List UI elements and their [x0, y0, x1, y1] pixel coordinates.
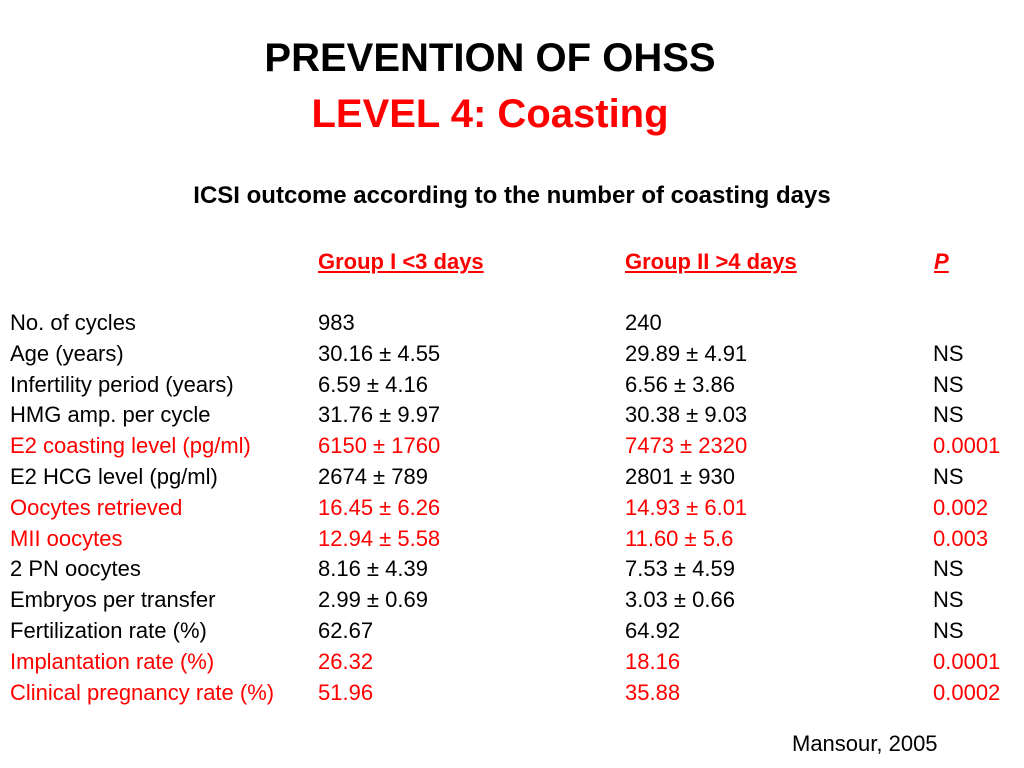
row-label: No. of cycles — [10, 310, 136, 335]
table-row: Implantation rate (%) 26.32 18.16 0.0001 — [0, 647, 1024, 678]
slide-subtitle-level: LEVEL 4: Coasting — [311, 92, 669, 136]
table-row: Infertility period (years) 6.59 ± 4.16 6.5… — [0, 370, 1024, 401]
p-value: NS — [933, 556, 964, 582]
row-label: MII oocytes — [10, 525, 123, 551]
p-value: NS — [933, 402, 964, 428]
group-2-value: 11.60 ± 5.6 — [625, 525, 734, 551]
table-row: MII oocytes 12.94 ± 5.58 11.60 ± 5.6 0.003 — [0, 524, 1024, 555]
outcome-table: No. of cycles 983 240 Age (years) 30.16 ± 4.… — [0, 308, 1024, 708]
row-label: Implantation rate (%) — [10, 648, 215, 674]
table-caption: ICSI outcome according to the number of … — [193, 182, 831, 209]
p-value: 0.0001 — [933, 648, 1001, 674]
group-2-value: 14.93 ± 6.01 — [625, 494, 748, 520]
group-2-value: 35.88 — [625, 679, 681, 705]
group-1-value: 12.94 ± 5.58 — [318, 525, 441, 551]
table-row: HMG amp. per cycle 31.76 ± 9.97 30.38 ± 9.… — [0, 400, 1024, 431]
row-label: 2 PN oocytes — [10, 556, 141, 582]
p-value: 0.0001 — [933, 433, 1001, 459]
group-2-value: 240 — [625, 310, 662, 335]
group-1-value: 983 — [318, 310, 355, 335]
group-1-value: 16.45 ± 6.26 — [318, 494, 441, 520]
group-2-value: 18.16 — [625, 648, 681, 674]
group-1-value: 2.99 ± 0.69 — [318, 587, 428, 613]
row-label: E2 HCG level (pg/ml) — [10, 463, 218, 489]
p-value: NS — [933, 617, 964, 643]
group-2-value: 7.53 ± 4.59 — [625, 556, 735, 582]
row-label: Infertility period (years) — [10, 371, 234, 397]
table-row: Age (years) 30.16 ± 4.55 29.89 ± 4.91 NS — [0, 339, 1024, 370]
table-row: Fertilization rate (%) 62.67 64.92 NS — [0, 616, 1024, 647]
group-1-value: 51.96 — [318, 679, 374, 705]
header-group-1: Group I <3 days — [318, 249, 484, 274]
group-1-value: 2674 ± 789 — [318, 463, 428, 489]
table-row: No. of cycles 983 240 — [0, 308, 1024, 339]
table-row: E2 HCG level (pg/ml) 2674 ± 789 2801 ± 930… — [0, 462, 1024, 493]
group-1-value: 30.16 ± 4.55 — [318, 340, 441, 366]
table-row: E2 coasting level (pg/ml) 6150 ± 1760 7473… — [0, 431, 1024, 462]
group-2-value: 64.92 — [625, 617, 681, 643]
group-1-value: 6.59 ± 4.16 — [318, 371, 428, 397]
slide-title: PREVENTION OF OHSS — [264, 36, 716, 80]
group-2-value: 30.38 ± 9.03 — [625, 402, 748, 428]
p-value: NS — [933, 371, 964, 397]
row-label: Fertilization rate (%) — [10, 617, 207, 643]
row-label: Clinical pregnancy rate (%) — [10, 679, 275, 705]
p-value: NS — [933, 587, 964, 613]
group-2-value: 3.03 ± 0.66 — [625, 587, 735, 613]
p-value: 0.002 — [933, 494, 989, 520]
group-2-value: 2801 ± 930 — [625, 463, 735, 489]
group-1-value: 26.32 — [318, 648, 374, 674]
row-label: E2 coasting level (pg/ml) — [10, 433, 251, 459]
row-label: Age (years) — [10, 340, 124, 366]
group-2-value: 7473 ± 2320 — [625, 433, 748, 459]
group-1-value: 8.16 ± 4.39 — [318, 556, 428, 582]
group-2-value: 29.89 ± 4.91 — [625, 340, 748, 366]
table-row: 2 PN oocytes 8.16 ± 4.39 7.53 ± 4.59 NS — [0, 554, 1024, 585]
p-value: 0.0002 — [933, 679, 1001, 705]
row-label: Oocytes retrieved — [10, 494, 183, 520]
p-value: NS — [933, 463, 964, 489]
row-label: HMG amp. per cycle — [10, 402, 211, 428]
table-row: Clinical pregnancy rate (%) 51.96 35.88 0.0… — [0, 678, 1024, 709]
citation: Mansour, 2005 — [792, 731, 938, 756]
group-1-value: 62.67 — [318, 617, 374, 643]
p-value: NS — [933, 340, 964, 366]
p-value: 0.003 — [933, 525, 989, 551]
header-p-value: P — [934, 249, 949, 274]
group-2-value: 6.56 ± 3.86 — [625, 371, 735, 397]
row-label: Embryos per transfer — [10, 587, 216, 613]
group-1-value: 31.76 ± 9.97 — [318, 402, 441, 428]
table-row: Oocytes retrieved 16.45 ± 6.26 14.93 ± 6.0… — [0, 493, 1024, 524]
table-row: Embryos per transfer 2.99 ± 0.69 3.03 ± 0.… — [0, 585, 1024, 616]
group-1-value: 6150 ± 1760 — [318, 433, 441, 459]
header-group-2: Group II >4 days — [625, 249, 797, 274]
